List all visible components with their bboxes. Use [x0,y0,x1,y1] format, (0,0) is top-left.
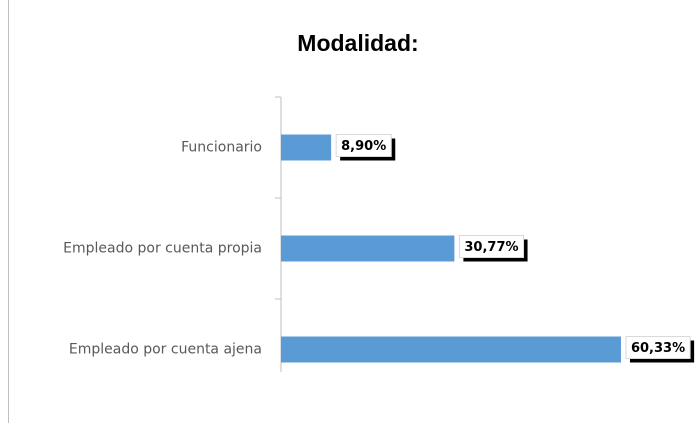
value-label: 60,33% [631,341,685,356]
data-label: 8,90% [335,134,396,161]
category-label: Funcionario [181,140,262,156]
category-label: Empleado por cuenta propia [63,241,262,257]
data-label: 60,33% [625,336,695,363]
bar [281,336,621,363]
bar [281,134,332,161]
bar [281,235,455,262]
data-label: 30,77% [458,235,528,262]
value-label: 8,90% [341,139,386,154]
category-label: Empleado por cuenta ajena [69,342,262,358]
label-box [458,235,525,258]
value-label: 30,77% [464,240,518,255]
label-box [625,336,691,359]
label-box [335,134,392,157]
chart-title: Modalidad: [297,30,418,56]
